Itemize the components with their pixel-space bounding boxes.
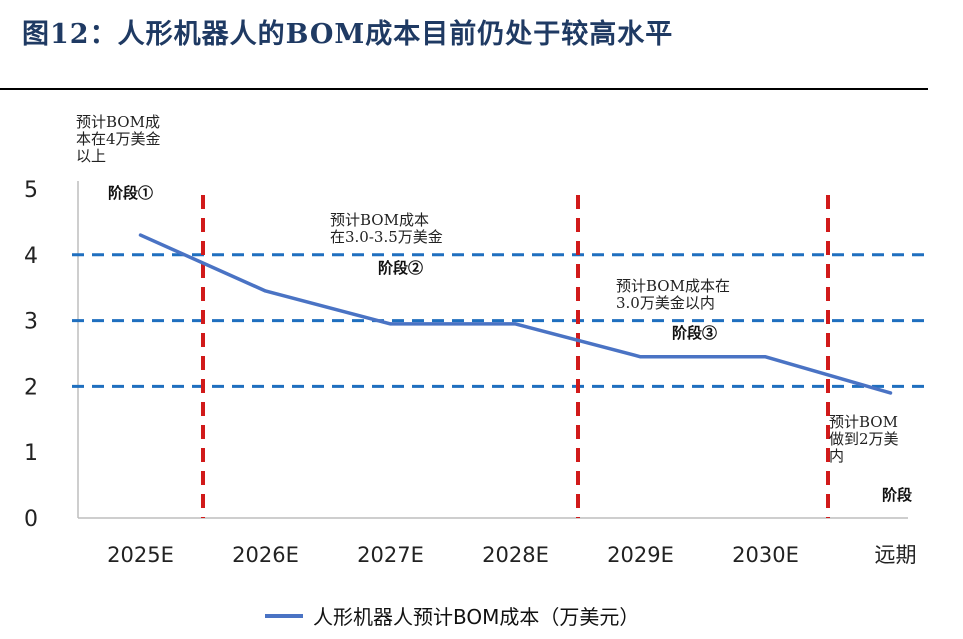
legend-label: 人形机器人预计BOM成本（万美元） [313,605,640,629]
x-tick-label: 2029E [607,543,674,567]
legend-line-swatch [265,613,303,618]
stage-4-note-line: 内 [829,447,845,465]
stage-2-note-line: 预计BOM成本 [330,211,429,229]
stage-2-note: 预计BOM成本 在3.0-3.5万美金 [330,212,443,246]
stage-3-note-line: 预计BOM成本在 [616,277,730,295]
x-tick-label: 2026E [232,543,299,567]
stage-1-note: 预计BOM成 本在4万美金 以上 [76,114,161,165]
y-tick-label: 1 [24,441,38,466]
stage-1-note-line: 预计BOM成 [76,113,160,131]
stage-1-note-line: 以上 [76,147,107,165]
figure-title: 图12：人形机器人的BOM成本目前仍处于较高水平 [22,19,674,50]
chart-legend: 人形机器人预计BOM成本（万美元） [265,601,639,630]
x-tick-label: 远期 [875,543,917,567]
stage-1-note-line: 本在4万美金 [76,130,161,148]
stage-4-note-line: 预计BOM [829,413,898,431]
stage-4-label: 阶段 [882,486,913,504]
x-tick-label: 2028E [482,543,549,567]
stage-4-note: 预计BOM 做到2万美 内 [829,414,899,465]
stage-3-note: 预计BOM成本在 3.0万美金以内 [616,278,730,312]
y-tick-label: 3 [24,310,38,335]
stage-1-label: 阶段① [108,184,154,202]
y-tick-label: 0 [24,507,38,532]
stage-4-note-line: 做到2万美 [829,430,899,448]
stage-3-label: 阶段③ [672,324,718,342]
title-rule [0,88,928,90]
y-tick-label: 4 [24,244,38,269]
stage-2-label: 阶段② [378,259,424,277]
x-tick-label: 2030E [732,543,799,567]
y-tick-label: 5 [24,178,38,203]
stage-3-note-line: 3.0万美金以内 [616,294,715,312]
stage-2-note-line: 在3.0-3.5万美金 [330,228,443,246]
series-line [138,233,893,395]
x-tick-label: 2027E [357,543,424,567]
y-tick-label: 2 [24,375,38,400]
x-tick-label: 2025E [107,543,174,567]
